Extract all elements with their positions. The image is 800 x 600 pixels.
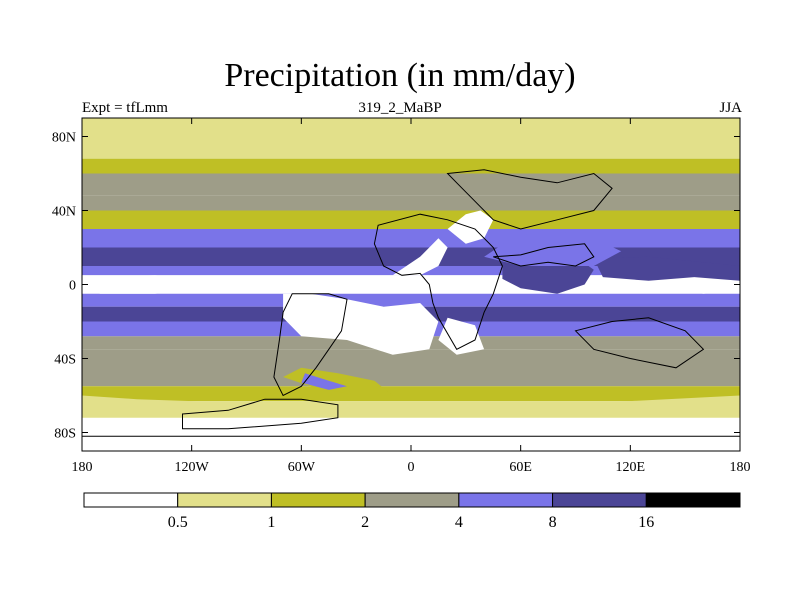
continent-outline-g: [82, 435, 740, 451]
colorbar-label: 8: [549, 514, 557, 531]
continent-outline-c: [182, 398, 339, 430]
continent-outlines: [82, 169, 740, 451]
colorbar-swatch: [83, 492, 179, 508]
latitude-band: [82, 349, 740, 387]
x-tick-label: 60W: [288, 460, 316, 475]
region-south-arc-2: [301, 373, 347, 390]
y-axis: 80N 40N 0 40S 80S: [52, 131, 740, 442]
continent-outline-f: [574, 317, 705, 369]
region-pacific-wet: [593, 256, 740, 281]
latitude-band: [82, 414, 740, 451]
colorbar-label: 4: [455, 514, 463, 531]
region-ocean-south-dry: [82, 395, 740, 418]
latitude-band: [82, 293, 740, 307]
colorbar: 0.5 1 2 4 8 16: [83, 492, 741, 531]
x-tick-label: 120W: [175, 460, 210, 475]
colorbar-label: 16: [638, 514, 654, 531]
y-tick-label: 40N: [52, 205, 76, 220]
time-label: 319_2_MaBP: [358, 100, 442, 116]
continent-outline-e: [493, 243, 595, 267]
x-axis: 180 120W 60W 0 60E 120E 180: [72, 118, 751, 475]
colorbar-swatch: [177, 492, 272, 508]
colorbar-swatch: [552, 492, 647, 508]
x-tick-label: 180: [72, 460, 93, 475]
x-tick-label: 120E: [616, 460, 646, 475]
colorbar-swatch: [364, 492, 460, 508]
experiment-label: Expt = tfLmm: [82, 100, 168, 116]
colorbar-label: 0.5: [168, 514, 188, 531]
colorbar-swatch: [458, 492, 554, 508]
x-tick-label: 60E: [509, 460, 532, 475]
contour-fills: [82, 118, 740, 451]
region-south-america-dry: [283, 293, 439, 355]
season-label: JJA: [719, 100, 742, 116]
latitude-band: [82, 210, 740, 229]
latitude-band: [82, 158, 740, 174]
x-tick-label: 180: [730, 460, 751, 475]
region-east-pacific-dry: [82, 275, 201, 294]
latitude-band: [82, 229, 740, 248]
region-africa-dry: [392, 238, 448, 276]
latitude-band: [82, 386, 740, 402]
latitude-band: [82, 118, 740, 137]
colorbar-label: 2: [361, 514, 369, 531]
y-tick-label: 80N: [52, 131, 76, 146]
y-tick-label: 80S: [54, 427, 76, 442]
continent-outline-d: [446, 169, 613, 230]
y-tick-label: 0: [69, 279, 76, 294]
colorbar-label: 1: [267, 514, 275, 531]
colorbar-swatch: [645, 492, 741, 508]
latitude-band: [82, 195, 740, 211]
latitude-band: [82, 173, 740, 196]
region-south-africa-dry: [438, 317, 485, 355]
colorbar-swatch: [270, 492, 366, 508]
latitude-band: [82, 136, 740, 159]
continent-outline-b: [273, 293, 348, 397]
chart-title: Precipitation (in mm/day): [224, 57, 576, 94]
continent-outline-a: [373, 213, 503, 350]
x-tick-label: 0: [408, 460, 415, 475]
y-tick-label: 40S: [54, 353, 76, 368]
